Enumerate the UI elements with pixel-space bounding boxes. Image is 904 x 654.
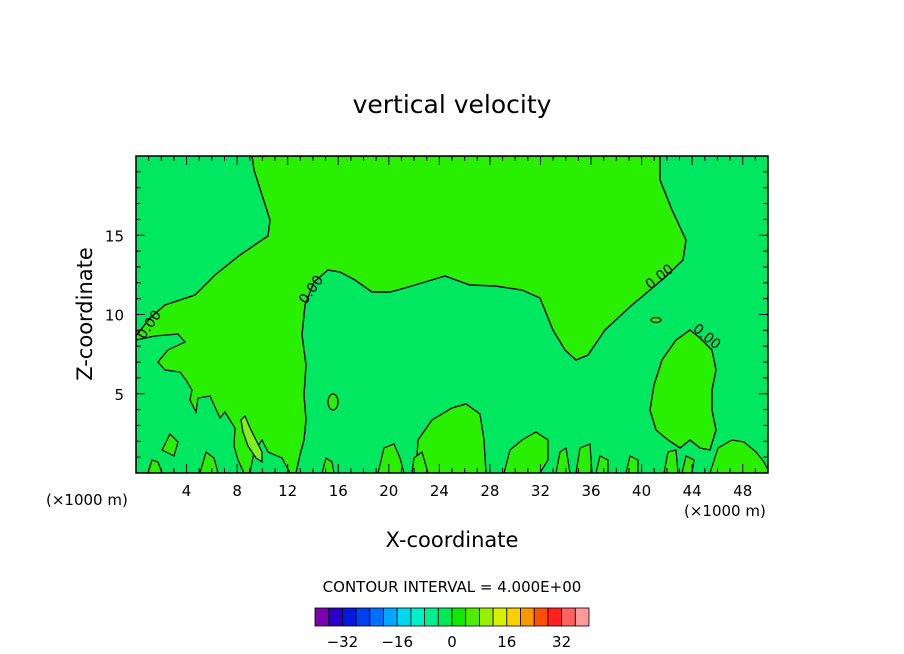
colorbar-swatch [410, 607, 425, 627]
chart-title: vertical velocity [353, 90, 552, 119]
x-tick-label: 36 [581, 482, 600, 500]
contour-small-blob-1 [327, 393, 339, 411]
colorbar-swatch [492, 607, 508, 627]
colorbar-swatch [369, 607, 384, 627]
x-tick-label: 28 [480, 482, 499, 500]
colorbar-swatch [437, 607, 453, 627]
colorbar-tick-label: 16 [497, 633, 516, 651]
x-tick-label: 12 [278, 482, 297, 500]
x-tick-label: 44 [683, 482, 702, 500]
x-tick-label: 32 [531, 482, 550, 500]
x-tick-label: 16 [329, 482, 348, 500]
colorbar-swatch [574, 607, 590, 627]
contour-bottom-bumps [147, 431, 768, 473]
colorbar-tick-label: −32 [327, 633, 359, 651]
contour-region-hump [415, 403, 487, 473]
y-tick-label: 15 [105, 227, 124, 245]
colorbar-swatch [520, 607, 535, 627]
colorbar-swatch [383, 607, 398, 627]
y-axis-title: Z-coordinate [73, 247, 97, 381]
y-tick-label: 10 [105, 307, 124, 325]
colorbar-tick-label: 32 [552, 633, 571, 651]
colorbar-swatch [355, 607, 371, 627]
colorbar-tick-label: −16 [381, 633, 413, 651]
contour-region-lobe-left [136, 333, 245, 473]
x-tick-label: 4 [182, 482, 192, 500]
contour-small-island [650, 316, 662, 324]
contour-region-positive [136, 156, 687, 473]
colorbar-swatch [506, 607, 521, 627]
x-axis-title: X-coordinate [386, 528, 519, 552]
colorbar: −32 −16 0 16 32 [314, 607, 590, 651]
colorbar-swatch [465, 607, 480, 627]
x-tick-label: 8 [232, 482, 242, 500]
x-tick-label: 20 [379, 482, 398, 500]
x-unit-label-right: (×1000 m) [684, 502, 766, 520]
colorbar-swatch [547, 607, 563, 627]
contour-interval: CONTOUR INTERVAL = 4.000E+00 [323, 578, 582, 596]
colorbar-swatch [328, 607, 343, 627]
colorbar-swatch [341, 607, 357, 627]
colorbar-swatch [561, 607, 576, 627]
colorbar-swatch [533, 607, 549, 627]
colorbar-tick-label: 0 [447, 633, 457, 651]
colorbar-swatch [478, 607, 494, 627]
x-tick-label: 40 [632, 482, 651, 500]
colorbar-swatch [314, 607, 330, 627]
x-tick-label: 24 [430, 482, 449, 500]
colorbar-swatch [451, 607, 467, 627]
colorbar-swatch [396, 607, 412, 627]
plot-area: 0.00 0.00 0.00 0.00 4 8 12 16 20 24 28 32 36 40 44… [105, 155, 769, 500]
y-tick-label: 5 [114, 386, 124, 404]
contour-region-right [649, 329, 717, 451]
x-tick-label: 48 [733, 482, 752, 500]
colorbar-swatch [424, 607, 439, 627]
contour-region-strong [240, 414, 263, 464]
x-unit-label-left: (×1000 m) [46, 491, 128, 509]
